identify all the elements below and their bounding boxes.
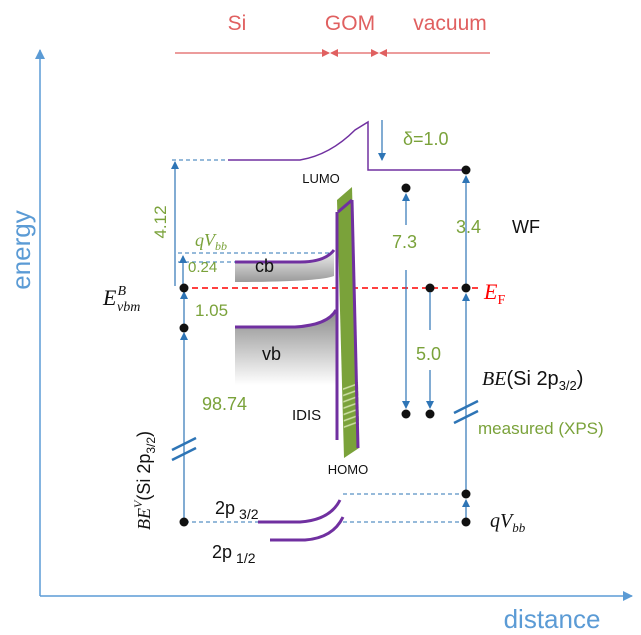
qvbb-bottom-label: qVbb <box>490 510 526 535</box>
be-label: BE(Si 2p3/2) <box>482 368 583 393</box>
break-mark-left-2 <box>171 446 197 462</box>
dot-vbm-left <box>179 323 189 333</box>
core-2p12-label: 2p 1/2 <box>212 542 256 566</box>
region-si-label: Si <box>228 12 247 35</box>
value-5-0: 5.0 <box>416 344 441 364</box>
cb-label: cb <box>255 256 274 276</box>
vb-label: vb <box>262 344 281 364</box>
dot-ef-right <box>461 283 471 293</box>
wf-label: WF <box>512 217 540 237</box>
core-level-2p32 <box>258 499 342 524</box>
value-7-3: 7.3 <box>392 232 417 252</box>
qvbb-top-label: qVbb <box>195 230 227 253</box>
value-3-4: 3.4 <box>456 217 481 237</box>
vb-edge <box>235 309 338 329</box>
idis-states <box>343 382 359 432</box>
gom-right-edge <box>350 199 360 449</box>
delta-label: δ=1.0 <box>403 129 449 149</box>
break-mark-right-2 <box>453 409 479 425</box>
x-axis-label: distance <box>504 604 601 634</box>
value-98-74: 98.74 <box>202 394 247 414</box>
dot-homo-left <box>401 409 411 419</box>
bev-label: BEV(Si 2p3/2) <box>131 431 158 530</box>
dot-ef-mid <box>425 283 435 293</box>
lumo-label: LUMO <box>302 171 340 186</box>
value-1-05: 1.05 <box>195 301 228 320</box>
dot-vac-right <box>461 165 471 175</box>
idis-label: IDIS <box>292 407 321 424</box>
dot-homo-mid <box>425 409 435 419</box>
y-axis-label: energy <box>6 210 36 290</box>
core-2p32-label: 2p 3/2 <box>215 498 259 522</box>
lumo-edge <box>337 198 353 214</box>
homo-label: HOMO <box>328 462 368 477</box>
dot-core-right-bottom <box>461 517 471 527</box>
break-mark-right-1 <box>453 399 479 415</box>
cb-shade <box>235 250 334 282</box>
region-gom-label: GOM <box>325 12 375 35</box>
dot-ef-left <box>179 283 189 293</box>
evbm-label: EB vbm <box>102 284 140 315</box>
break-mark-left-1 <box>171 436 197 452</box>
dot-core-right-top <box>461 489 471 499</box>
cb-edge <box>235 249 336 264</box>
dot-vac-left <box>401 183 411 193</box>
core-level-2p12 <box>270 516 345 542</box>
vacuum-level-si <box>228 120 466 171</box>
value-measured-xps: measured (XPS) <box>478 419 604 438</box>
region-vacuum-label: vacuum <box>413 12 487 35</box>
dot-core-left <box>179 517 189 527</box>
value-4-12: 4.12 <box>151 205 170 238</box>
value-0-24: 0.24 <box>188 259 217 276</box>
fermi-label: EF <box>483 279 505 308</box>
vb-shade <box>235 310 336 385</box>
